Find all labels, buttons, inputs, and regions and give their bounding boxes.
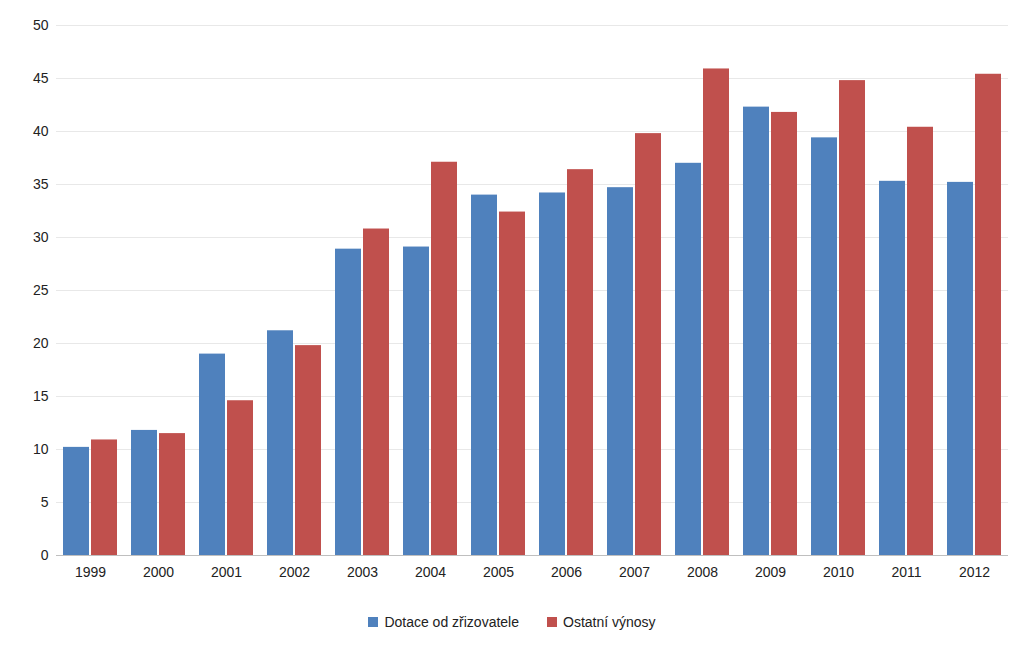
svg-text:50: 50 <box>33 17 49 33</box>
svg-text:2002: 2002 <box>279 564 310 580</box>
svg-text:2001: 2001 <box>211 564 242 580</box>
svg-text:45: 45 <box>33 70 49 86</box>
svg-text:2004: 2004 <box>415 564 446 580</box>
svg-text:2000: 2000 <box>143 564 174 580</box>
svg-text:2007: 2007 <box>619 564 650 580</box>
svg-text:2012: 2012 <box>959 564 990 580</box>
svg-text:2005: 2005 <box>483 564 514 580</box>
svg-text:20: 20 <box>33 335 49 351</box>
html-text:Ostatní výnosy: Ostatní výnosy <box>563 614 656 630</box>
svg-text:2010: 2010 <box>823 564 854 580</box>
svg-text:30: 30 <box>33 229 49 245</box>
svg-text:35: 35 <box>33 176 49 192</box>
svg-text:2011: 2011 <box>891 564 921 580</box>
svg-text:2008: 2008 <box>687 564 718 580</box>
html-text:Dotace od zřizovatele: Dotace od zřizovatele <box>384 614 519 630</box>
svg-text:0: 0 <box>41 547 49 563</box>
svg-text:5: 5 <box>41 494 49 510</box>
svg-text:40: 40 <box>33 123 49 139</box>
svg-text:10: 10 <box>33 441 49 457</box>
svg-text:25: 25 <box>33 282 49 298</box>
svg-text:2003: 2003 <box>347 564 378 580</box>
svg-text:2006: 2006 <box>551 564 582 580</box>
svg-text:15: 15 <box>33 388 49 404</box>
svg-text:2009: 2009 <box>755 564 786 580</box>
svg-text:1999: 1999 <box>75 564 106 580</box>
